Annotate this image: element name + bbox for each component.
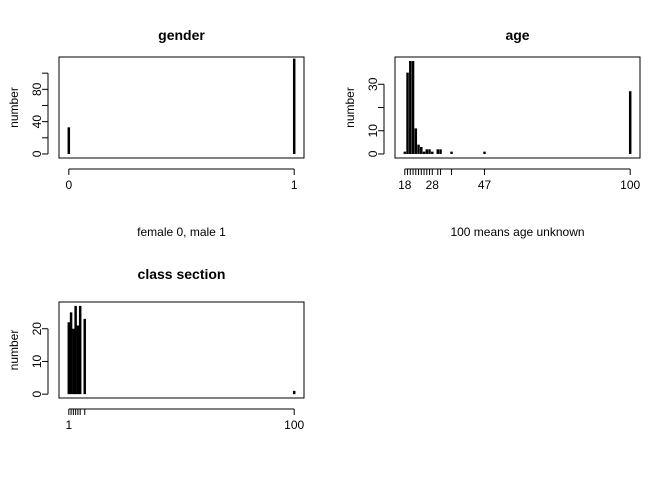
x-axis-label: 100 means age unknown [450,225,584,239]
x-axis-label: female 0, male 1 [137,225,226,239]
panel-class-section: 0 10 20 1 100 class section number [7,266,304,432]
x-tick-label: 0 [65,178,72,192]
y-tick-label: 20 [30,322,44,336]
y-tick-label: 40 [30,115,44,129]
y-axis-label: number [343,87,357,128]
x-tick-label: 1 [291,178,298,192]
chart-title: age [505,27,529,43]
plot-frame [58,301,305,399]
y-tick-label: 30 [366,77,380,91]
y-tick-label: 0 [366,150,380,157]
plot-frame [58,56,305,159]
chart-title: gender [158,27,205,43]
plot-frame [394,56,641,159]
panel-age: 0 10 30 18 28 47 100 age number 100 means age unk… [343,27,640,239]
y-axis-label: number [7,87,21,128]
x-tick-label: 28 [426,178,440,192]
x-tick-label: 18 [398,178,412,192]
x-tick-label: 1 [65,418,72,432]
y-tick-label: 10 [366,124,380,138]
y-tick-label: 10 [30,354,44,368]
y-axis-label: number [7,330,21,371]
x-tick-label: 47 [478,178,492,192]
x-tick-label: 100 [620,178,640,192]
y-tick-label: 80 [30,82,44,96]
chart-title: class section [138,266,226,282]
y-tick-label: 0 [30,391,44,398]
x-tick-label: 100 [284,418,304,432]
panel-gender: 0 40 80 0 1 gender number female 0, male 1 [7,27,305,239]
y-tick-label: 0 [30,150,44,157]
